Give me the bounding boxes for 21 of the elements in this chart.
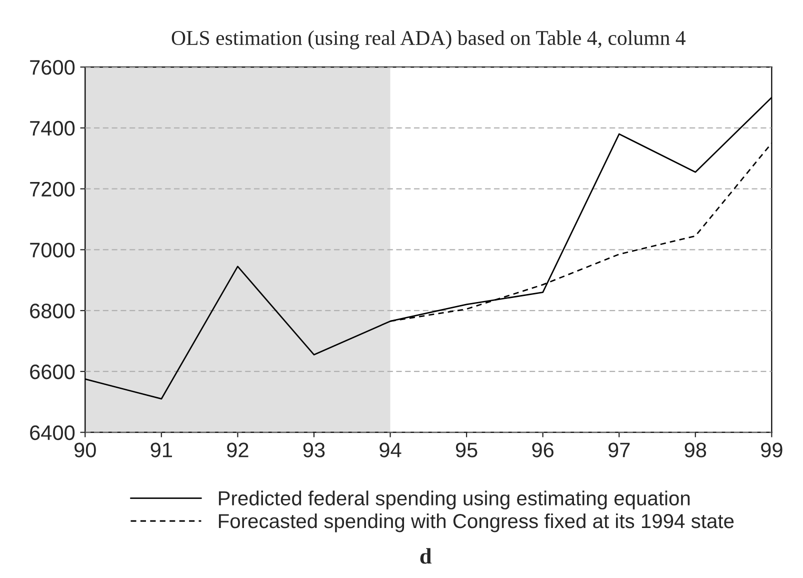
y-tick-label: 7400 [30,120,75,136]
y-tick-label: 6600 [30,364,75,380]
legend-label: Forecasted spending with Congress fixed at its 1994 state [218,513,734,532]
x-tick-label: 98 [684,442,706,458]
x-tick-label: 90 [74,442,96,458]
y-tick-label: 6800 [30,304,75,318]
x-tick-label: 92 [227,442,248,458]
x-tick-label: 93 [303,442,325,458]
x-tick-label: 94 [380,442,402,458]
legend-label: Predicted federal spending using estimating equation [218,490,690,510]
y-tick-label: 6400 [30,425,75,440]
x-tick-label: 99 [761,442,782,458]
y-tick-label: 7200 [30,182,75,197]
x-tick-label: 97 [608,442,630,458]
y-tick-label: 7600 [30,60,75,75]
y-tick-label: 7000 [30,242,75,258]
x-tick-label: 91 [150,442,172,458]
x-tick-label: 95 [456,442,478,458]
text: d [420,548,432,564]
x-tick-label: 96 [532,442,554,458]
chart-title: OLS estimation (using real ADA) based on Table 4, column 4 [172,30,686,50]
